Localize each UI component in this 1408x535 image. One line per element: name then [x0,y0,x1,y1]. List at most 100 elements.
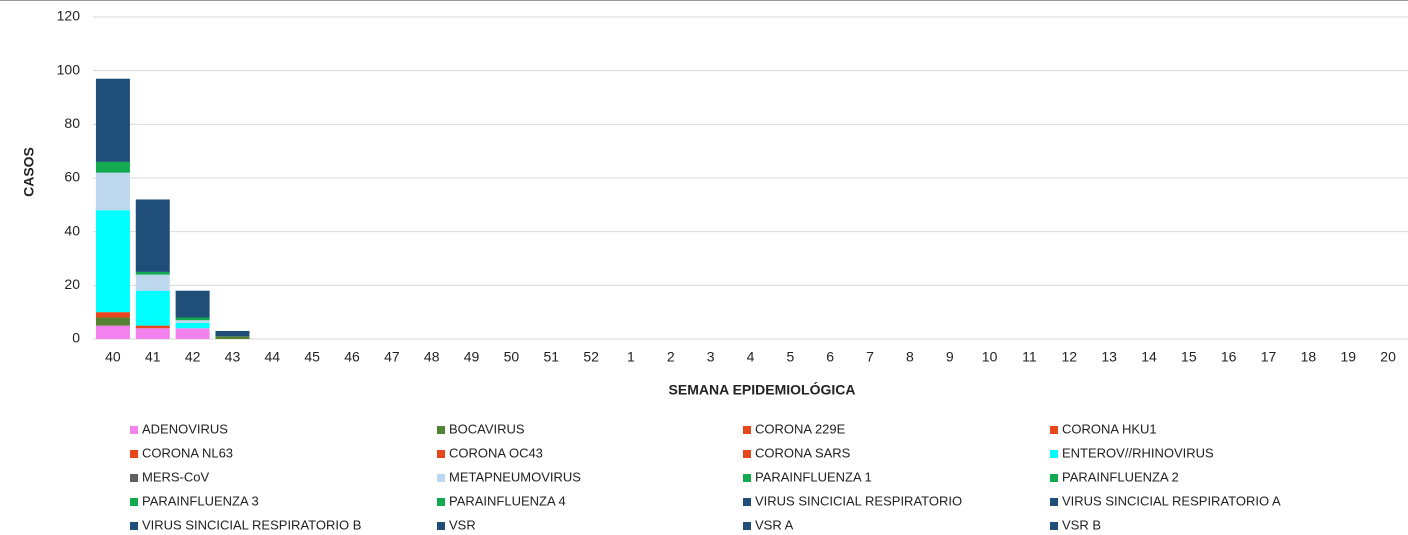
x-tick-label: 50 [504,349,520,365]
bar-segment [175,317,210,321]
legend-label: VSR A [755,517,794,532]
legend-swatch [743,450,751,458]
x-tick-label: 51 [543,349,559,365]
y-tick-label: 60 [64,169,80,185]
x-tick-label: 4 [747,349,755,365]
bar-segment [175,322,210,329]
x-tick-label: 6 [826,349,834,365]
x-tick-label: 45 [304,349,320,365]
x-tick-label: 19 [1340,349,1356,365]
x-tick-label: 15 [1181,349,1197,365]
legend-label: PARAINFLUENZA 4 [449,493,566,508]
legend-label: VIRUS SINCICIAL RESPIRATORIO A [1062,493,1281,508]
legend-label: CORONA HKU1 [1062,421,1157,436]
legend-label: PARAINFLUENZA 3 [142,493,259,508]
x-tick-label: 52 [583,349,599,365]
legend-label: VSR B [1062,517,1101,532]
legend-swatch [130,522,138,530]
x-tick-label: 20 [1380,349,1396,365]
legend-label: CORONA 229E [755,421,846,436]
legend-swatch [1050,522,1058,530]
bar-segment [135,274,170,291]
x-tick-label: 14 [1141,349,1157,365]
legend-swatch [130,498,138,506]
legend-swatch [743,426,751,434]
legend-label: VIRUS SINCICIAL RESPIRATORIO B [142,517,361,532]
x-tick-label: 44 [265,349,281,365]
bar-segment [95,172,130,211]
legend-swatch [437,474,445,482]
legend-label: MERS-CoV [142,469,210,484]
bar-segment [175,290,210,318]
y-tick-label: 0 [72,330,80,346]
x-tick-label: 2 [667,349,675,365]
legend-swatch [437,498,445,506]
legend-label: BOCAVIRUS [449,421,525,436]
y-tick-label: 40 [64,222,80,238]
bar-segment [95,317,130,326]
bar-segment [175,320,210,323]
x-tick-label: 12 [1061,349,1077,365]
legend-label: CORONA SARS [755,445,851,460]
x-axis-label: SEMANA EPIDEMIOLÓGICA [669,381,856,398]
bar-segment [95,161,130,173]
y-tick-label: 20 [64,276,80,292]
x-tick-label: 8 [906,349,914,365]
legend-label: VSR [449,517,476,532]
legend-swatch [437,426,445,434]
legend-label: PARAINFLUENZA 1 [755,469,872,484]
bar-segment [95,312,130,318]
bar-segment [95,78,130,162]
bar-segment [135,325,170,329]
x-tick-label: 13 [1101,349,1117,365]
legend-label: METAPNEUMOVIRUS [449,469,581,484]
legend-swatch [743,474,751,482]
x-tick-label: 1 [627,349,635,365]
x-tick-label: 9 [946,349,954,365]
legend-swatch [743,498,751,506]
legend-swatch [437,450,445,458]
x-tick-label: 11 [1022,349,1037,365]
x-tick-label: 48 [424,349,440,365]
x-tick-label: 41 [145,349,161,365]
x-tick-label: 42 [185,349,201,365]
legend-label: CORONA NL63 [142,445,233,460]
x-tick-label: 46 [344,349,360,365]
x-tick-label: 47 [384,349,400,365]
legend-swatch [1050,450,1058,458]
bar-segment [215,330,250,337]
x-tick-label: 49 [464,349,480,365]
y-tick-label: 100 [57,61,81,77]
legend-swatch [1050,474,1058,482]
x-tick-label: 17 [1261,349,1277,365]
bar-segment [135,328,170,339]
x-tick-label: 16 [1221,349,1237,365]
legend-swatch [1050,426,1058,434]
bar-segment [135,199,170,272]
legend-label: CORONA OC43 [449,445,543,460]
legend-swatch [130,426,138,434]
bar-segment [95,325,130,339]
legend-swatch [743,522,751,530]
y-axis-label: CASOS [21,147,37,197]
x-tick-label: 3 [707,349,715,365]
legend-label: ADENOVIRUS [142,421,228,436]
y-tick-label: 80 [64,115,80,131]
bar-segment [175,328,210,339]
x-tick-label: 7 [866,349,874,365]
legend-swatch [1050,498,1058,506]
x-tick-label: 5 [786,349,794,365]
bar-segment [215,336,250,339]
legend-swatch [130,450,138,458]
bar-segment [135,271,170,275]
bar-segment [135,290,170,326]
legend-swatch [130,474,138,482]
legend-label: PARAINFLUENZA 2 [1062,469,1179,484]
bar-segment [95,210,130,313]
x-tick-label: 40 [105,349,121,365]
legend-label: VIRUS SINCICIAL RESPIRATORIO [755,493,962,508]
y-tick-label: 120 [57,8,81,24]
legend-label: ENTEROV//RHINOVIRUS [1062,445,1214,460]
x-tick-label: 10 [982,349,998,365]
